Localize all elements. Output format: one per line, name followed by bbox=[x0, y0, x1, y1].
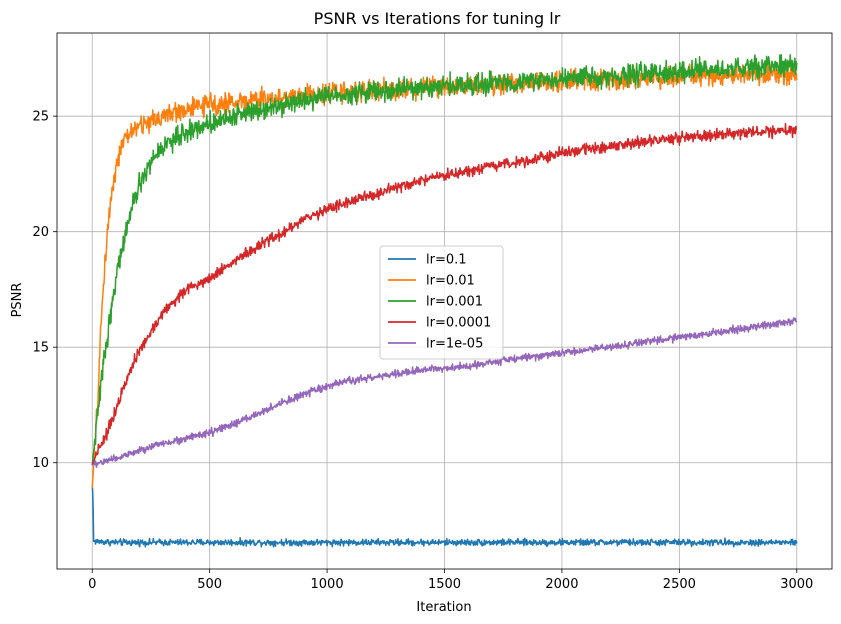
y-tick-label: 10 bbox=[32, 456, 49, 471]
legend: lr=0.1 lr=0.01 lr=0.001 lr=0.0001 lr=1e-05 bbox=[379, 245, 504, 360]
series-line-1 bbox=[91, 61, 798, 489]
legend-label: lr=0.0001 bbox=[426, 316, 491, 331]
series-line-2 bbox=[91, 54, 798, 466]
series-line-0 bbox=[91, 485, 798, 548]
legend-label: lr=0.01 bbox=[426, 274, 475, 289]
axis-ticks: 0 500 1000 1500 2000 2500 3000 10 15 20 25 bbox=[32, 110, 813, 592]
x-tick-label: 2500 bbox=[663, 577, 696, 592]
x-axis-label: Iteration bbox=[416, 600, 471, 615]
series-line-4 bbox=[91, 317, 798, 469]
y-tick-label: 20 bbox=[32, 225, 49, 240]
x-tick-label: 2000 bbox=[545, 577, 578, 592]
chart-title: PSNR vs Iterations for tuning lr bbox=[314, 9, 561, 28]
y-tick-label: 15 bbox=[32, 341, 49, 356]
series-line-3 bbox=[91, 122, 798, 466]
x-tick-label: 3000 bbox=[780, 577, 813, 592]
series-lines bbox=[91, 54, 798, 548]
legend-label: lr=0.1 bbox=[426, 253, 467, 268]
y-tick-label: 25 bbox=[32, 110, 49, 125]
legend-label: lr=0.001 bbox=[426, 295, 483, 310]
x-tick-label: 1500 bbox=[428, 577, 461, 592]
legend-box bbox=[379, 245, 504, 360]
legend-label: lr=1e-05 bbox=[426, 337, 483, 352]
x-tick-label: 1000 bbox=[311, 577, 344, 592]
y-axis-label: PSNR bbox=[10, 283, 25, 318]
grid bbox=[57, 33, 832, 569]
x-tick-label: 0 bbox=[88, 577, 96, 592]
x-tick-label: 500 bbox=[197, 577, 222, 592]
